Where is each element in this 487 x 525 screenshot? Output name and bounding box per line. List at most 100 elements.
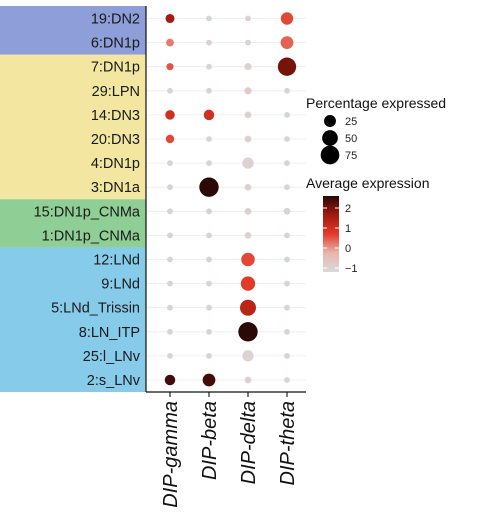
dot (245, 39, 251, 46)
dot (167, 208, 173, 215)
dot (244, 183, 252, 191)
gene-label: DIP-beta (199, 401, 221, 480)
dot (167, 304, 173, 311)
size-legend-dot (324, 115, 336, 127)
dot (284, 377, 290, 383)
dot (284, 256, 290, 263)
cluster-label: 25:l_LNv (83, 349, 141, 365)
dot (238, 322, 258, 342)
dot (206, 136, 212, 142)
gene-label: DIP-delta (238, 401, 260, 484)
gene-labels: DIP-gamma DIP-beta DIP-delta DIP-theta (160, 401, 299, 508)
size-legend-title: Percentage expressed (306, 95, 446, 111)
dot (244, 232, 252, 239)
cluster-label: 29:LPN (92, 84, 140, 100)
color-legend-bar (323, 196, 339, 272)
dot (280, 36, 294, 49)
dot (284, 304, 290, 311)
dot (244, 376, 252, 384)
dot (167, 232, 173, 239)
dot (280, 12, 294, 25)
dot (166, 63, 174, 71)
dot (167, 87, 173, 94)
dot (244, 63, 252, 71)
dot (206, 280, 212, 287)
dot (277, 57, 297, 76)
dot (167, 160, 173, 167)
dot (206, 63, 212, 70)
dot (242, 157, 254, 169)
dot (283, 207, 291, 215)
cluster-label: 7:DN1p (91, 60, 140, 76)
cluster-label: 6:DN1p (91, 36, 140, 52)
dot (244, 87, 252, 95)
size-legend-label: 50 (345, 133, 357, 145)
cluster-label: 9:LNd (101, 277, 140, 293)
cluster-label: 12:LNd (93, 253, 140, 269)
size-legend: 25 50 75 (320, 115, 357, 165)
colorbar-label: −1 (345, 263, 358, 275)
dot (245, 15, 251, 22)
dot (202, 373, 216, 387)
dot (284, 232, 290, 239)
size-legend-label: 25 (345, 116, 357, 128)
dot (244, 111, 252, 119)
dot (166, 38, 174, 47)
cluster-label: 3:DN1a (91, 180, 141, 196)
dot (244, 207, 252, 215)
color-legend-title: Average expression (306, 175, 429, 191)
dot (284, 328, 290, 335)
dot (284, 136, 290, 142)
dot (244, 135, 252, 143)
dot (241, 252, 255, 267)
dot (284, 184, 290, 191)
cluster-label: 2:s_LNv (87, 373, 141, 389)
size-legend-dot (320, 145, 340, 165)
dot (206, 160, 212, 167)
cluster-label: 4:DN1p (91, 156, 140, 172)
dot (164, 374, 176, 386)
dot (206, 232, 212, 239)
dot (206, 256, 212, 263)
dot (284, 160, 290, 167)
dot (206, 15, 212, 22)
cluster-label: 19:DN2 (91, 12, 140, 28)
cluster-label: 14:DN3 (91, 108, 140, 124)
dot (206, 208, 212, 215)
cluster-group-bands (0, 6, 146, 393)
cluster-label: 8:LN_ITP (79, 325, 140, 341)
cluster-band-2 (0, 199, 146, 248)
cluster-band-0 (0, 6, 146, 55)
size-legend-dot (322, 130, 338, 146)
dot (206, 352, 212, 359)
dot (206, 328, 212, 335)
colorbar-label: 1 (345, 223, 351, 235)
cluster-label: 15:DN1p_CNMa (34, 204, 141, 220)
cluster-labels: 19:DN2 6:DN1p 7:DN1p 29:LPN 14:DN3 20:DN3 4:DN… (34, 12, 141, 390)
dot (206, 39, 212, 46)
dot (165, 110, 175, 120)
cluster-band-1 (0, 54, 146, 200)
colorbar-label: 2 (345, 203, 351, 215)
cluster-label: 1:DN1p_CNMa (42, 228, 141, 244)
dot (284, 352, 290, 359)
dot (203, 109, 215, 121)
x-axis-ticks (169, 392, 288, 397)
dot (240, 299, 256, 316)
dot (165, 134, 175, 144)
dot-marks (164, 12, 297, 387)
color-legend-ticks: 2 1 0 −1 (323, 203, 358, 275)
dot (284, 280, 290, 287)
gene-label: DIP-theta (277, 401, 299, 485)
cluster-band-3 (0, 247, 146, 393)
size-legend-label: 75 (345, 150, 357, 162)
dot (167, 280, 173, 287)
dot (199, 177, 219, 197)
dot (242, 350, 254, 362)
dot (284, 111, 290, 118)
dot (167, 184, 173, 191)
dot (165, 13, 175, 24)
gene-label: DIP-gamma (160, 401, 182, 508)
dot (167, 352, 173, 359)
